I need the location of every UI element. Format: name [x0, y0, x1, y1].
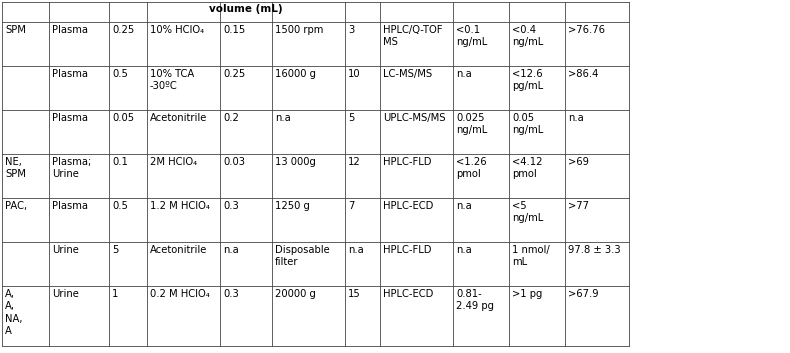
Text: <0.4
ng/mL: <0.4 ng/mL: [512, 25, 544, 47]
Text: Plasma: Plasma: [52, 201, 88, 211]
Text: Plasma: Plasma: [52, 25, 88, 35]
Text: Plasma: Plasma: [52, 113, 88, 123]
Text: 0.3: 0.3: [223, 289, 239, 299]
Text: n.a: n.a: [456, 245, 472, 255]
Text: 2M HClO₄: 2M HClO₄: [150, 157, 198, 167]
Text: 1 nmol/
mL: 1 nmol/ mL: [512, 245, 550, 268]
Text: 0.25: 0.25: [223, 69, 245, 79]
Text: n.a: n.a: [456, 201, 472, 211]
Text: Acetonitrile: Acetonitrile: [150, 245, 207, 255]
Text: 0.025
ng/mL: 0.025 ng/mL: [456, 113, 487, 136]
Text: 0.2: 0.2: [223, 113, 239, 123]
Text: Urine: Urine: [52, 289, 79, 299]
Text: >67.9: >67.9: [568, 289, 599, 299]
Text: 10: 10: [348, 69, 360, 79]
Text: 3: 3: [348, 25, 354, 35]
Text: 5: 5: [112, 245, 118, 255]
Text: 1: 1: [112, 289, 118, 299]
Text: 16000 g: 16000 g: [275, 69, 316, 79]
Text: 10% TCA
-30ºC: 10% TCA -30ºC: [150, 69, 194, 91]
Text: 0.5: 0.5: [112, 201, 128, 211]
Text: volume (mL): volume (mL): [209, 4, 283, 14]
Text: 0.1: 0.1: [112, 157, 128, 167]
Text: n.a: n.a: [275, 113, 291, 123]
Text: Disposable
filter: Disposable filter: [275, 245, 329, 268]
Text: 0.05
ng/mL: 0.05 ng/mL: [512, 113, 544, 136]
Text: 1.2 M HClO₄: 1.2 M HClO₄: [150, 201, 210, 211]
Text: n.a: n.a: [456, 69, 472, 79]
Text: 1250 g: 1250 g: [275, 201, 310, 211]
Text: HPLC-FLD: HPLC-FLD: [383, 157, 431, 167]
Text: 0.5: 0.5: [112, 69, 128, 79]
Text: 7: 7: [348, 201, 355, 211]
Text: <1.26
pmol: <1.26 pmol: [456, 157, 487, 179]
Text: >1 pg: >1 pg: [512, 289, 543, 299]
Text: 0.3: 0.3: [223, 201, 239, 211]
Text: 0.15: 0.15: [223, 25, 245, 35]
Text: LC-MS/MS: LC-MS/MS: [383, 69, 432, 79]
Text: 0.03: 0.03: [223, 157, 245, 167]
Text: 0.25: 0.25: [112, 25, 134, 35]
Text: 97.8 ± 3.3: 97.8 ± 3.3: [568, 245, 621, 255]
Text: HPLC/Q-TOF
MS: HPLC/Q-TOF MS: [383, 25, 442, 47]
Text: n.a: n.a: [223, 245, 239, 255]
Text: 0.81-
2.49 pg: 0.81- 2.49 pg: [456, 289, 494, 311]
Text: Urine: Urine: [52, 245, 79, 255]
Text: UPLC-MS/MS: UPLC-MS/MS: [383, 113, 446, 123]
Text: >76.76: >76.76: [568, 25, 605, 35]
Text: Plasma: Plasma: [52, 69, 88, 79]
Text: 0.2 M HClO₄: 0.2 M HClO₄: [150, 289, 210, 299]
Text: 5: 5: [348, 113, 355, 123]
Text: <12.6
pg/mL: <12.6 pg/mL: [512, 69, 544, 91]
Text: Plasma;
Urine: Plasma; Urine: [52, 157, 92, 179]
Text: HPLC-FLD: HPLC-FLD: [383, 245, 431, 255]
Text: 13 000g: 13 000g: [275, 157, 316, 167]
Text: n.a: n.a: [568, 113, 584, 123]
Text: <0.1
ng/mL: <0.1 ng/mL: [456, 25, 487, 47]
Text: 0.05: 0.05: [112, 113, 134, 123]
Text: <5
ng/mL: <5 ng/mL: [512, 201, 544, 223]
Text: >69: >69: [568, 157, 589, 167]
Text: SPM: SPM: [5, 25, 26, 35]
Text: 15: 15: [348, 289, 361, 299]
Text: n.a: n.a: [348, 245, 363, 255]
Text: PAC,: PAC,: [5, 201, 27, 211]
Text: <4.12
pmol: <4.12 pmol: [512, 157, 543, 179]
Text: HPLC-ECD: HPLC-ECD: [383, 289, 434, 299]
Text: 1500 rpm: 1500 rpm: [275, 25, 323, 35]
Text: HPLC-ECD: HPLC-ECD: [383, 201, 434, 211]
Text: NE,
SPM: NE, SPM: [5, 157, 26, 179]
Text: >86.4: >86.4: [568, 69, 598, 79]
Text: >77: >77: [568, 201, 589, 211]
Text: Acetonitrile: Acetonitrile: [150, 113, 207, 123]
Text: 10% HClO₄: 10% HClO₄: [150, 25, 204, 35]
Text: A,
A,
NA,
A: A, A, NA, A: [5, 289, 22, 336]
Text: 12: 12: [348, 157, 361, 167]
Text: 20000 g: 20000 g: [275, 289, 316, 299]
